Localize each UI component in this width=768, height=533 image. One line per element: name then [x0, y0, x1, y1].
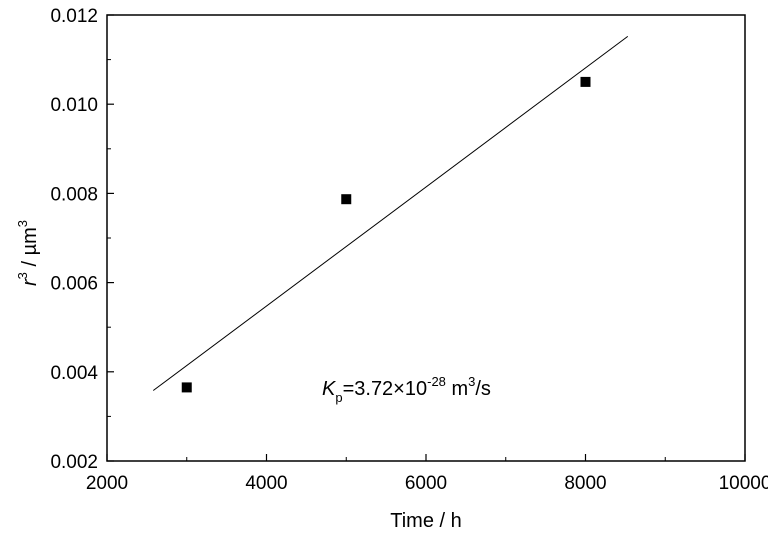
rate-constant-annotation: Kp=3.72×10-28 m3/s	[322, 374, 491, 405]
y-tick-label: 0.008	[50, 184, 98, 205]
y-tick-label: 0.006	[50, 274, 98, 295]
y-tick-label: 0.012	[50, 6, 98, 27]
annotation-sub: p	[335, 390, 342, 405]
data-point	[341, 194, 352, 205]
x-axis-ticks: 2000 4000 6000 8000 10000	[86, 454, 768, 494]
fit-line	[152, 36, 629, 391]
y-axis-title-unit: / µm	[19, 227, 41, 272]
y-tick-label: 0.010	[50, 95, 98, 116]
x-tick-label: 2000	[86, 473, 128, 494]
data-points	[181, 76, 591, 393]
annotation-value: =3.72×10	[343, 378, 428, 400]
x-tick-label: 8000	[564, 473, 606, 494]
y-axis-title-var: r	[19, 278, 41, 286]
annotation-tail: /s	[475, 378, 491, 400]
y-axis-title-unit-sup: 3	[15, 220, 30, 227]
annotation-unit-exp: 3	[468, 374, 475, 389]
x-tick-label: 6000	[405, 473, 447, 494]
y-tick-label: 0.004	[50, 363, 98, 384]
annotation-unit: m	[446, 378, 468, 400]
x-tick-label: 4000	[245, 473, 287, 494]
annotation-var: K	[322, 378, 337, 400]
y-axis-title-sup: 3	[15, 272, 30, 279]
y-axis-title: r3 / µm3	[15, 220, 41, 286]
plot-frame	[106, 14, 746, 462]
y-tick-label: 0.002	[50, 452, 98, 473]
x-axis-title: Time / h	[390, 510, 462, 532]
data-point	[181, 382, 192, 393]
x-tick-label: 10000	[719, 473, 768, 494]
data-point	[580, 76, 591, 87]
y-axis-ticks: 0.002 0.004 0.006 0.008 0.010 0.012	[50, 6, 114, 473]
annotation-exp: -28	[427, 374, 446, 389]
